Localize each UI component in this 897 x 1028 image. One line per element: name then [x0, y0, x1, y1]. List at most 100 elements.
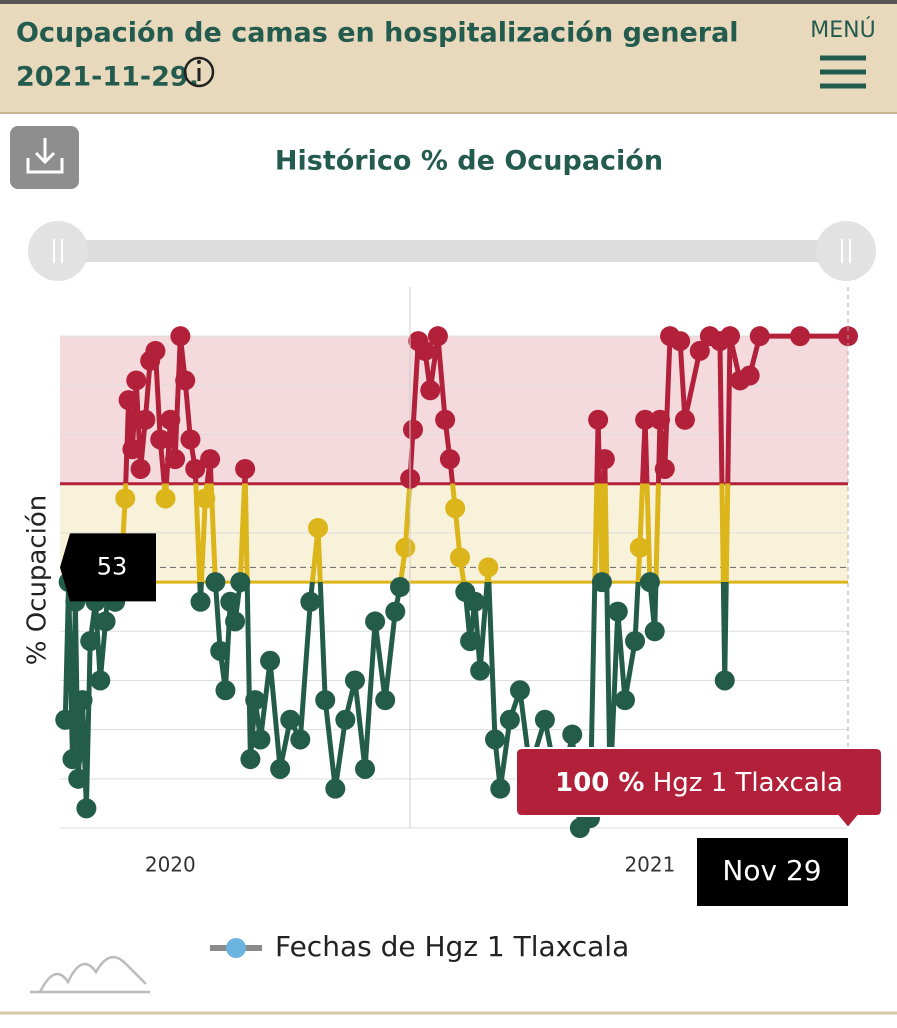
data-point [195, 488, 216, 509]
tooltip-text: 100 % Hgz 1 Tlaxcala [555, 768, 843, 798]
data-point [205, 572, 226, 593]
data-point [185, 458, 206, 479]
data-point [335, 709, 356, 730]
data-point [449, 547, 470, 568]
data-point [260, 650, 281, 671]
data-point [720, 326, 741, 347]
data-point [402, 419, 423, 440]
data-point [250, 729, 271, 750]
data-point [670, 331, 691, 352]
info-icon[interactable] [183, 56, 215, 88]
data-point [427, 326, 448, 347]
data-point [644, 621, 665, 642]
data-point [135, 409, 156, 430]
data-point [90, 670, 111, 691]
data-point [460, 631, 481, 652]
data-point [588, 409, 609, 430]
data-point [68, 768, 89, 789]
data-point [235, 458, 256, 479]
data-point [308, 517, 329, 538]
header-bar [0, 0, 897, 113]
data-point [375, 690, 396, 711]
plot-area [55, 326, 858, 838]
range-slider[interactable] [28, 221, 876, 281]
data-point [674, 409, 695, 430]
legend[interactable] [210, 938, 262, 958]
data-point [420, 380, 441, 401]
reference-label: 53 [97, 552, 128, 580]
menu-label[interactable]: MENÚ [810, 17, 875, 43]
menu-icon[interactable] [820, 55, 866, 89]
data-point [749, 326, 770, 347]
data-point [175, 370, 196, 391]
data-point [625, 631, 646, 652]
date-box [697, 838, 848, 906]
x-tick-label: 2021 [624, 853, 675, 877]
header-edge [0, 0, 897, 4]
data-point [445, 498, 466, 519]
data-point [344, 670, 365, 691]
header-date: 2021-11-29. [16, 62, 199, 93]
data-point [325, 778, 346, 799]
data-point [145, 340, 166, 361]
data-point [240, 749, 261, 770]
data-point [714, 670, 735, 691]
data-point [414, 340, 435, 361]
legend-label[interactable]: Fechas de Hgz 1 Tlaxcala [275, 930, 629, 963]
data-point [118, 390, 139, 411]
data-point [739, 365, 760, 386]
data-point [200, 449, 221, 470]
data-point [245, 690, 266, 711]
data-point [490, 778, 511, 799]
data-point [315, 690, 336, 711]
data-point [95, 611, 116, 632]
data-point [435, 409, 456, 430]
legend-marker [226, 938, 246, 958]
data-point [80, 631, 101, 652]
data-point [790, 326, 811, 347]
data-point [62, 749, 83, 770]
data-point [270, 758, 291, 779]
data-point [76, 798, 97, 819]
data-point [614, 690, 635, 711]
data-point [591, 572, 612, 593]
date-label: Nov 29 [722, 854, 821, 887]
download-button[interactable] [10, 126, 79, 189]
data-point [499, 709, 520, 730]
data-point [639, 572, 660, 593]
data-point [439, 449, 460, 470]
data-point [280, 709, 301, 730]
tooltip-box [515, 747, 883, 830]
data-point [534, 709, 555, 730]
data-point [478, 557, 499, 578]
data-point [170, 326, 191, 347]
data-point [300, 591, 321, 612]
data-point [635, 409, 656, 430]
data-point [594, 449, 615, 470]
tooltip-series: Hgz 1 Tlaxcala [653, 768, 843, 798]
data-point [190, 591, 211, 612]
data-point [365, 611, 386, 632]
data-point [150, 429, 171, 450]
data-point [470, 660, 491, 681]
tooltip-value: 100 % [555, 768, 644, 798]
data-point [689, 340, 710, 361]
data-point [122, 439, 143, 460]
data-point [126, 370, 147, 391]
data-point [485, 729, 506, 750]
tooltip-space [644, 768, 652, 798]
reference-flag [60, 533, 156, 602]
data-point [395, 537, 416, 558]
logo [30, 955, 150, 994]
data-point [464, 591, 485, 612]
data-point [72, 690, 93, 711]
data-point [509, 680, 530, 701]
x-tick-label: 2020 [145, 853, 196, 877]
data-point [210, 640, 231, 661]
data-point [654, 458, 675, 479]
data-point [225, 611, 246, 632]
data-point [607, 601, 628, 622]
data-point [385, 601, 406, 622]
